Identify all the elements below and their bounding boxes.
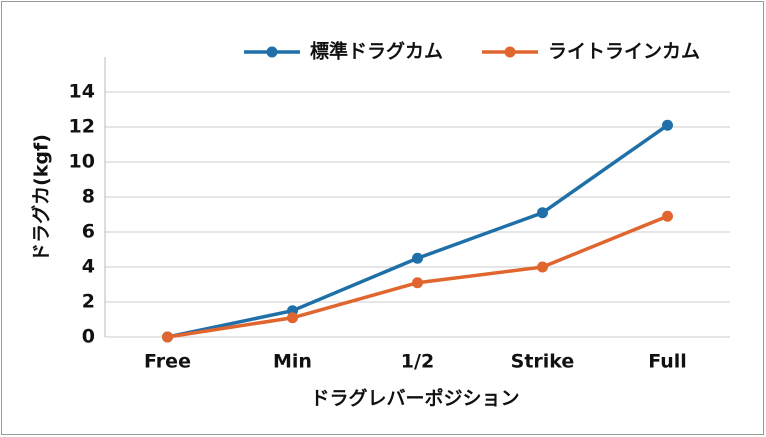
y-tick-label: 2 xyxy=(82,291,95,313)
legend-label: 標準ドラグカム xyxy=(310,40,443,63)
legend-marker xyxy=(266,46,278,58)
y-axis-title: ドラグカ(kgf) xyxy=(30,134,53,262)
x-tick-label: 1/2 xyxy=(401,351,434,373)
x-tick-label: Free xyxy=(144,351,191,373)
legend-label: ライトラインカム xyxy=(548,41,700,63)
y-tick-label: 10 xyxy=(69,151,95,173)
data-point xyxy=(412,252,423,264)
legend-marker xyxy=(504,46,516,58)
x-tick-label: Strike xyxy=(511,351,575,373)
y-tick-label: 14 xyxy=(69,81,95,103)
data-point xyxy=(537,207,548,219)
x-tick-label: Full xyxy=(648,351,687,373)
data-point xyxy=(662,119,673,131)
x-axis-title: ドラグレバーポジション xyxy=(310,387,519,410)
y-tick-label: 4 xyxy=(82,256,95,278)
data-point xyxy=(287,312,298,324)
y-tick-label: 0 xyxy=(82,326,95,348)
data-point xyxy=(412,277,423,289)
y-tick-label: 12 xyxy=(69,116,95,138)
y-tick-label: 6 xyxy=(82,221,95,243)
data-point xyxy=(162,331,173,343)
y-tick-label: 8 xyxy=(82,186,95,208)
x-tick-label: Min xyxy=(273,351,312,373)
data-point xyxy=(662,210,673,222)
data-point xyxy=(537,261,548,273)
